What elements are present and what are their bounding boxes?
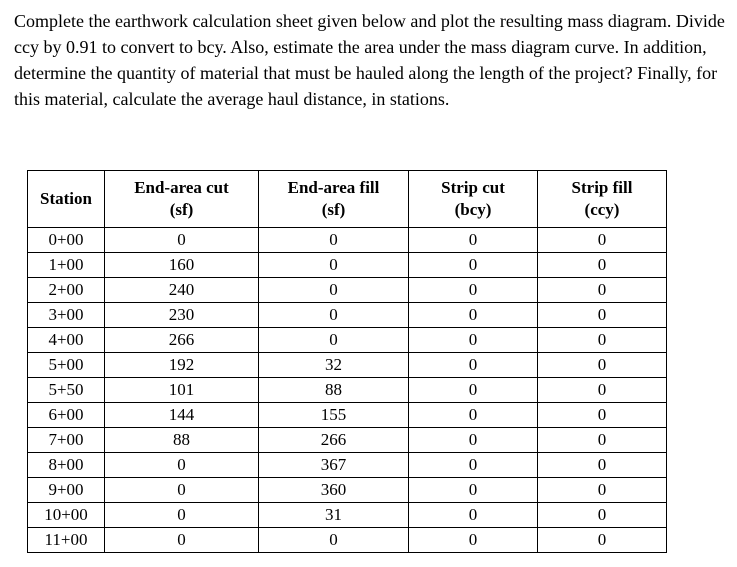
cell-end-area-fill: 0 — [258, 277, 409, 303]
cell-strip-cut: 0 — [408, 227, 538, 253]
header-end-area-cut: End-area cut (sf) — [104, 170, 259, 228]
cell-end-area-fill: 155 — [258, 402, 409, 428]
cell-end-area-fill: 266 — [258, 427, 409, 453]
cell-station: 10+00 — [27, 502, 105, 528]
cell-end-area-cut: 144 — [104, 402, 259, 428]
cell-end-area-fill: 0 — [258, 327, 409, 353]
cell-end-area-cut: 192 — [104, 352, 259, 378]
cell-end-area-cut: 0 — [104, 452, 259, 478]
header-station-label: Station — [40, 189, 92, 208]
cell-strip-fill: 0 — [537, 502, 667, 528]
header-end-area-fill-unit: (sf) — [321, 200, 346, 219]
table-row: 4+00 266 0 0 0 — [27, 327, 667, 353]
cell-strip-cut: 0 — [408, 302, 538, 328]
table-row: 8+00 0 367 0 0 — [27, 452, 667, 478]
cell-strip-cut: 0 — [408, 377, 538, 403]
cell-strip-cut: 0 — [408, 452, 538, 478]
cell-end-area-fill: 367 — [258, 452, 409, 478]
cell-strip-fill: 0 — [537, 227, 667, 253]
header-strip-cut-unit: (bcy) — [454, 200, 492, 219]
cell-strip-fill: 0 — [537, 477, 667, 503]
cell-strip-fill: 0 — [537, 527, 667, 553]
header-strip-fill-label: Strip fill — [571, 178, 633, 197]
cell-strip-cut: 0 — [408, 327, 538, 353]
cell-end-area-fill: 32 — [258, 352, 409, 378]
cell-end-area-cut: 0 — [104, 502, 259, 528]
cell-strip-fill: 0 — [537, 277, 667, 303]
header-end-area-cut-unit: (sf) — [169, 200, 194, 219]
cell-strip-cut: 0 — [408, 502, 538, 528]
cell-end-area-fill: 360 — [258, 477, 409, 503]
cell-end-area-cut: 266 — [104, 327, 259, 353]
cell-strip-fill: 0 — [537, 302, 667, 328]
table-header: Station End-area cut (sf) End-area fill (s… — [27, 170, 667, 228]
problem-statement: Complete the earthwork calculation sheet… — [14, 11, 725, 109]
cell-station: 8+00 — [27, 452, 105, 478]
cell-end-area-fill: 0 — [258, 252, 409, 278]
cell-end-area-cut: 0 — [104, 227, 259, 253]
cell-strip-cut: 0 — [408, 427, 538, 453]
cell-strip-fill: 0 — [537, 327, 667, 353]
table-row: 5+50 101 88 0 0 — [27, 377, 667, 403]
cell-station: 11+00 — [27, 527, 105, 553]
cell-station: 0+00 — [27, 227, 105, 253]
header-end-area-cut-label: End-area cut — [134, 178, 229, 197]
header-strip-fill-unit: (ccy) — [584, 200, 620, 219]
cell-station: 5+50 — [27, 377, 105, 403]
table-row: 10+00 0 31 0 0 — [27, 502, 667, 528]
cell-strip-fill: 0 — [537, 402, 667, 428]
cell-strip-cut: 0 — [408, 352, 538, 378]
cell-strip-cut: 0 — [408, 477, 538, 503]
table-row: 6+00 144 155 0 0 — [27, 402, 667, 428]
cell-end-area-cut: 88 — [104, 427, 259, 453]
earthwork-calculation-table: Station End-area cut (sf) End-area fill (s… — [27, 170, 667, 553]
cell-end-area-cut: 230 — [104, 302, 259, 328]
cell-strip-cut: 0 — [408, 527, 538, 553]
cell-end-area-fill: 0 — [258, 302, 409, 328]
header-strip-cut: Strip cut (bcy) — [408, 170, 538, 228]
table-row: 7+00 88 266 0 0 — [27, 427, 667, 453]
header-row: Station End-area cut (sf) End-area fill (s… — [27, 170, 667, 228]
cell-strip-fill: 0 — [537, 452, 667, 478]
cell-station: 2+00 — [27, 277, 105, 303]
cell-station: 4+00 — [27, 327, 105, 353]
cell-station: 9+00 — [27, 477, 105, 503]
cell-station: 5+00 — [27, 352, 105, 378]
cell-end-area-fill: 0 — [258, 527, 409, 553]
table-row: 11+00 0 0 0 0 — [27, 527, 667, 553]
table-row: 5+00 192 32 0 0 — [27, 352, 667, 378]
header-strip-cut-label: Strip cut — [441, 178, 505, 197]
cell-end-area-cut: 101 — [104, 377, 259, 403]
cell-strip-fill: 0 — [537, 377, 667, 403]
cell-end-area-fill: 0 — [258, 227, 409, 253]
cell-station: 6+00 — [27, 402, 105, 428]
header-end-area-fill: End-area fill (sf) — [258, 170, 409, 228]
table-body: 0+00 0 0 0 0 1+00 160 0 0 0 2+00 240 0 0 0 3+00 230 0 0 0 4+… — [27, 227, 667, 553]
cell-end-area-cut: 0 — [104, 477, 259, 503]
table-row: 2+00 240 0 0 0 — [27, 277, 667, 303]
cell-end-area-cut: 160 — [104, 252, 259, 278]
cell-end-area-cut: 240 — [104, 277, 259, 303]
cell-strip-fill: 0 — [537, 427, 667, 453]
cell-strip-cut: 0 — [408, 402, 538, 428]
header-end-area-fill-label: End-area fill — [287, 178, 380, 197]
cell-strip-cut: 0 — [408, 277, 538, 303]
cell-station: 7+00 — [27, 427, 105, 453]
table-row: 3+00 230 0 0 0 — [27, 302, 667, 328]
cell-strip-fill: 0 — [537, 352, 667, 378]
cell-end-area-fill: 31 — [258, 502, 409, 528]
table-row: 1+00 160 0 0 0 — [27, 252, 667, 278]
cell-end-area-fill: 88 — [258, 377, 409, 403]
cell-end-area-cut: 0 — [104, 527, 259, 553]
header-strip-fill: Strip fill (ccy) — [537, 170, 667, 228]
cell-strip-cut: 0 — [408, 252, 538, 278]
cell-strip-fill: 0 — [537, 252, 667, 278]
header-station: Station — [27, 170, 105, 228]
table-row: 9+00 0 360 0 0 — [27, 477, 667, 503]
table-row: 0+00 0 0 0 0 — [27, 227, 667, 253]
cell-station: 1+00 — [27, 252, 105, 278]
cell-station: 3+00 — [27, 302, 105, 328]
